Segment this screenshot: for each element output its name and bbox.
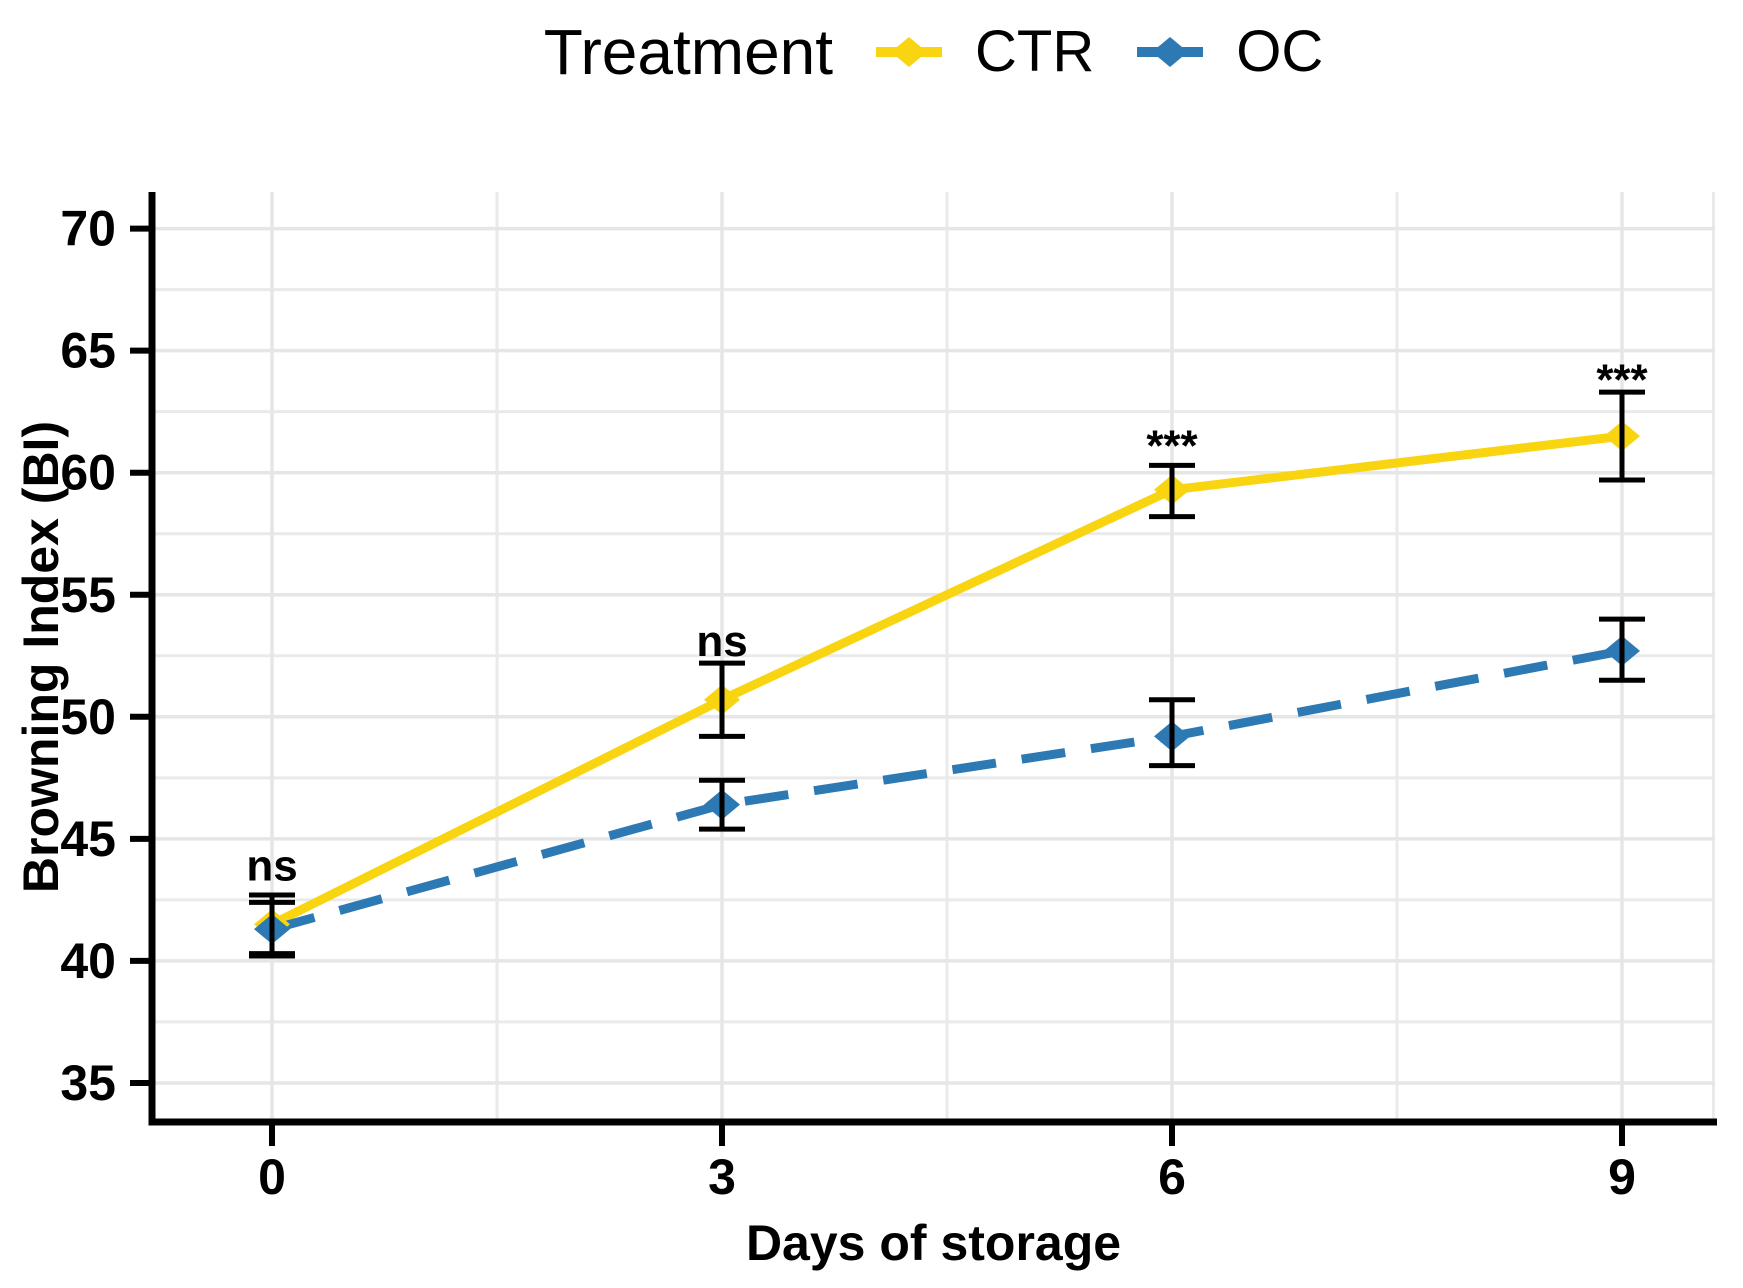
y-tick-label-55: 55 xyxy=(60,567,116,623)
ctr-key-diamond xyxy=(891,37,928,67)
x-tick-label-0: 0 xyxy=(258,1149,286,1205)
series-line-ctr xyxy=(269,431,1623,929)
errorbar-ctr-day9 xyxy=(1599,389,1645,483)
significance-label-day3: ns xyxy=(696,617,747,666)
errorbar-ctr-day3 xyxy=(699,660,745,739)
y-axis-title: Browning Index (BI) xyxy=(13,421,69,893)
legend-label-oc: OC xyxy=(1236,19,1324,84)
legend-item-ctr: CTR xyxy=(873,23,1094,81)
significance-label-day0: ns xyxy=(246,841,297,890)
y-tick-label-35: 35 xyxy=(60,1055,116,1111)
x-tick-label-9: 9 xyxy=(1608,1149,1636,1205)
significance-label-day9: *** xyxy=(1596,356,1648,405)
x-tick-label-6: 6 xyxy=(1158,1149,1186,1205)
significance-label-day6: *** xyxy=(1146,422,1198,471)
legend-item-oc: OC xyxy=(1134,23,1323,81)
y-tick-label-70: 70 xyxy=(60,201,116,257)
x-tick-label-3: 3 xyxy=(708,1149,736,1205)
legend: Treatment CTR OC xyxy=(152,14,1715,90)
series-line-oc xyxy=(270,646,1623,934)
errorbar-oc-day3 xyxy=(699,777,745,832)
y-tick-label-40: 40 xyxy=(60,933,116,989)
legend-label-ctr: CTR xyxy=(975,19,1095,84)
y-tick-label-45: 45 xyxy=(60,811,116,867)
y-tick-label-60: 60 xyxy=(60,445,116,501)
x-axis-title: Days of storage xyxy=(746,1215,1121,1271)
errorbar-ctr-day6 xyxy=(1149,462,1195,520)
legend-title: Treatment xyxy=(543,16,834,88)
oc-line-diamond-icon xyxy=(1137,37,1204,67)
y-tick-label-65: 65 xyxy=(60,323,116,379)
errorbar-oc-day0 xyxy=(249,899,295,959)
oc-key-diamond xyxy=(1152,37,1189,67)
ctr-line-diamond-icon xyxy=(876,37,943,67)
errorbar-oc-day6 xyxy=(1149,697,1195,769)
errorbar-oc-day9 xyxy=(1599,616,1645,683)
y-tick-label-50: 50 xyxy=(60,689,116,745)
